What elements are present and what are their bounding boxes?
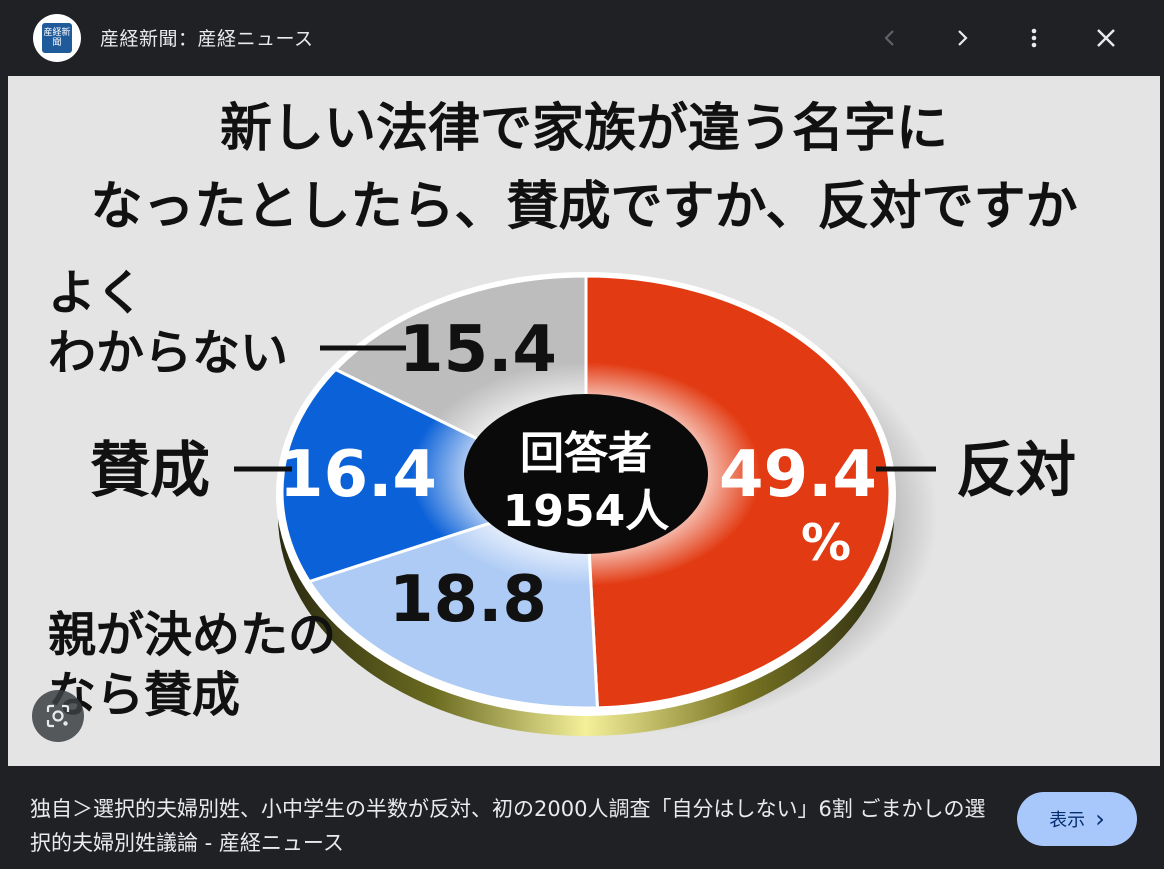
- chevron-right-icon: ›: [1095, 805, 1105, 833]
- value-label-parents: 18.8: [389, 563, 547, 637]
- more-vert-icon: [1031, 28, 1037, 48]
- show-button-label: 表示: [1049, 810, 1086, 831]
- article-caption[interactable]: 独自＞選択的夫婦別姓、小中学生の半数が反対、初の2000人調査「自分はしない」6…: [30, 797, 986, 855]
- value-label-support: 16.4: [279, 438, 437, 512]
- site-name[interactable]: 産経新聞：産経ニュース: [100, 28, 314, 50]
- center-label-line2: 1954人: [503, 486, 669, 537]
- forward-icon: [958, 30, 968, 46]
- pie-chart: 新しい法律で家族が違う名字に なったとしたら、賛成ですか、反対ですか 回答者 1…: [8, 76, 1160, 766]
- value-label-oppose: 49.4: [719, 438, 877, 512]
- lens-icon: [46, 704, 70, 728]
- back-icon: [884, 30, 894, 46]
- category-label-unsure-line1: よく: [48, 265, 144, 321]
- site-logo[interactable]: 産経新聞: [33, 14, 81, 62]
- center-label-line1: 回答者: [520, 428, 652, 479]
- top-bar: 産経新聞 産経新聞：産経ニュース: [0, 0, 1164, 76]
- lens-button[interactable]: [32, 690, 84, 742]
- forward-button[interactable]: [944, 20, 980, 56]
- category-label-unsure-line2: わからない: [48, 325, 288, 381]
- site-logo-mark: 産経新聞: [42, 23, 72, 53]
- category-label-parents-line1: 親が決めたの: [48, 607, 336, 663]
- category-label-support: 賛成: [90, 436, 210, 506]
- back-button[interactable]: [872, 20, 908, 56]
- category-label-oppose: 反対: [956, 436, 1076, 506]
- percent-sign: %: [801, 514, 851, 572]
- center-label-bg: [464, 394, 708, 554]
- value-label-unsure: 15.4: [399, 313, 557, 387]
- close-icon: [1097, 29, 1115, 47]
- close-button[interactable]: [1088, 20, 1124, 56]
- preview-image: 新しい法律で家族が違う名字に なったとしたら、賛成ですか、反対ですか 回答者 1…: [8, 76, 1160, 766]
- bottom-bar: 独自＞選択的夫婦別姓、小中学生の半数が反対、初の2000人調査「自分はしない」6…: [0, 766, 1164, 869]
- chart-title-line1: 新しい法律で家族が違う名字に: [220, 99, 948, 159]
- chart-title-line2: なったとしたら、賛成ですか、反対ですか: [91, 177, 1078, 237]
- more-options-button[interactable]: [1016, 20, 1052, 56]
- show-button[interactable]: 表示 ›: [1017, 792, 1137, 846]
